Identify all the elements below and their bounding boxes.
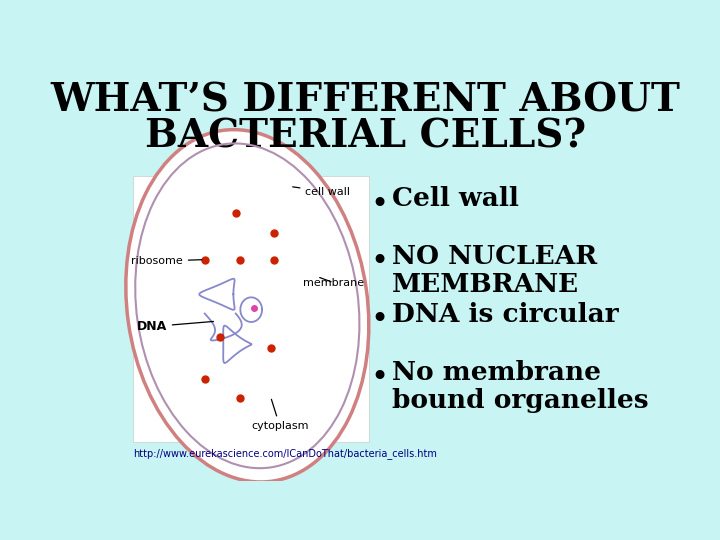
Text: cytoplasm: cytoplasm	[251, 399, 309, 431]
Text: NO NUCLEAR
MEMBRANE: NO NUCLEAR MEMBRANE	[392, 244, 598, 297]
Text: http://www.eurekascience.com/ICanDoThat/bacteria_cells.htm: http://www.eurekascience.com/ICanDoThat/…	[132, 448, 436, 459]
Text: WHAT’S DIFFERENT ABOUT: WHAT’S DIFFERENT ABOUT	[50, 82, 680, 120]
Text: •: •	[371, 190, 389, 220]
Text: No membrane
bound organelles: No membrane bound organelles	[392, 360, 649, 413]
Text: cell wall: cell wall	[293, 187, 351, 197]
Text: DNA: DNA	[137, 320, 214, 333]
Text: DNA is circular: DNA is circular	[392, 302, 619, 327]
Text: Cell wall: Cell wall	[392, 186, 519, 212]
Text: •: •	[371, 305, 389, 336]
Text: •: •	[371, 247, 389, 278]
Text: BACTERIAL CELLS?: BACTERIAL CELLS?	[145, 117, 585, 155]
Ellipse shape	[126, 130, 369, 482]
Text: •: •	[371, 363, 389, 394]
Text: membrane: membrane	[303, 278, 364, 288]
Text: ribosome: ribosome	[131, 256, 202, 266]
Bar	[132, 177, 369, 442]
